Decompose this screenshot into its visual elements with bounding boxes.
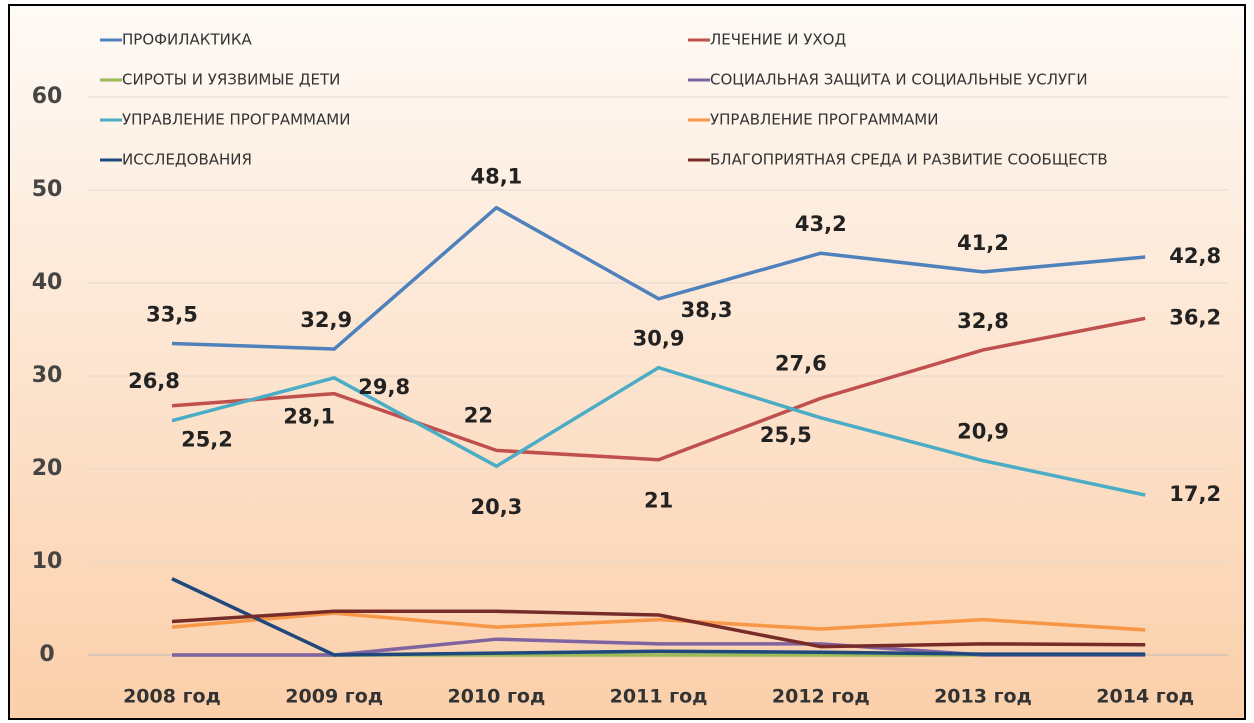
legend-label: ПРОФИЛАКТИКА xyxy=(122,31,252,49)
x-tick-label: 2009 год xyxy=(285,686,383,708)
data-label: 36,2 xyxy=(1169,305,1221,329)
y-tick-label: 60 xyxy=(32,84,63,109)
legend-label: СОЦИАЛЬНАЯ ЗАЩИТА И СОЦИАЛЬНЫЕ УСЛУГИ xyxy=(710,71,1088,89)
line-series xyxy=(171,577,1146,657)
data-label: 17,2 xyxy=(1169,482,1221,506)
data-label: 48,1 xyxy=(470,165,522,189)
x-tick-label: 2012 год xyxy=(772,686,870,708)
data-label: 29,8 xyxy=(358,375,410,399)
data-label: 25,2 xyxy=(181,428,233,452)
y-tick-label: 50 xyxy=(32,177,63,202)
y-tick-label: 40 xyxy=(32,270,63,295)
line-series xyxy=(171,611,1146,632)
data-label: 32,8 xyxy=(957,309,1009,333)
legend-label: БЛАГОПРИЯТНАЯ СРЕДА И РАЗВИТИЕ СООБЩЕСТВ xyxy=(710,151,1108,169)
legend-label: ЛЕЧЕНИЕ И УХОД xyxy=(710,31,846,49)
x-tick-label: 2014 год xyxy=(1096,686,1194,708)
line-series xyxy=(171,609,1146,649)
data-label: 22 xyxy=(464,403,493,427)
x-tick-label: 2010 год xyxy=(447,686,545,708)
data-label: 43,2 xyxy=(795,212,847,236)
data-label: 30,9 xyxy=(633,327,685,351)
y-tick-label: 20 xyxy=(32,456,63,481)
data-label: 41,2 xyxy=(957,231,1009,255)
data-label: 28,1 xyxy=(283,405,335,429)
data-label: 32,9 xyxy=(300,308,352,332)
data-label: 20,3 xyxy=(470,495,522,519)
x-tick-label: 2008 год xyxy=(123,686,221,708)
data-label: 20,9 xyxy=(957,420,1009,444)
line-series xyxy=(171,365,1146,497)
line-series xyxy=(171,205,1146,351)
x-tick-label: 2011 год xyxy=(610,686,708,708)
y-tick-label: 30 xyxy=(32,363,63,388)
legend-label: ИССЛЕДОВАНИЯ xyxy=(122,151,252,169)
data-label: 25,5 xyxy=(760,423,812,447)
data-label: 33,5 xyxy=(146,302,198,326)
legend-label: УПРАВЛЕНИЕ ПРОГРАММАМИ xyxy=(122,111,350,129)
data-label: 21 xyxy=(644,489,673,513)
legend-label: УПРАВЛЕНИЕ ПРОГРАММАМИ xyxy=(710,111,938,129)
data-label: 42,8 xyxy=(1169,244,1221,268)
y-tick-label: 0 xyxy=(39,642,54,667)
y-tick-label: 10 xyxy=(32,549,63,574)
data-label: 26,8 xyxy=(128,369,180,393)
line-series xyxy=(171,316,1146,462)
x-tick-label: 2013 год xyxy=(934,686,1032,708)
data-label: 27,6 xyxy=(775,351,827,375)
data-label: 38,3 xyxy=(681,298,733,322)
legend-label: СИРОТЫ И УЯЗВИМЫЕ ДЕТИ xyxy=(122,71,340,89)
